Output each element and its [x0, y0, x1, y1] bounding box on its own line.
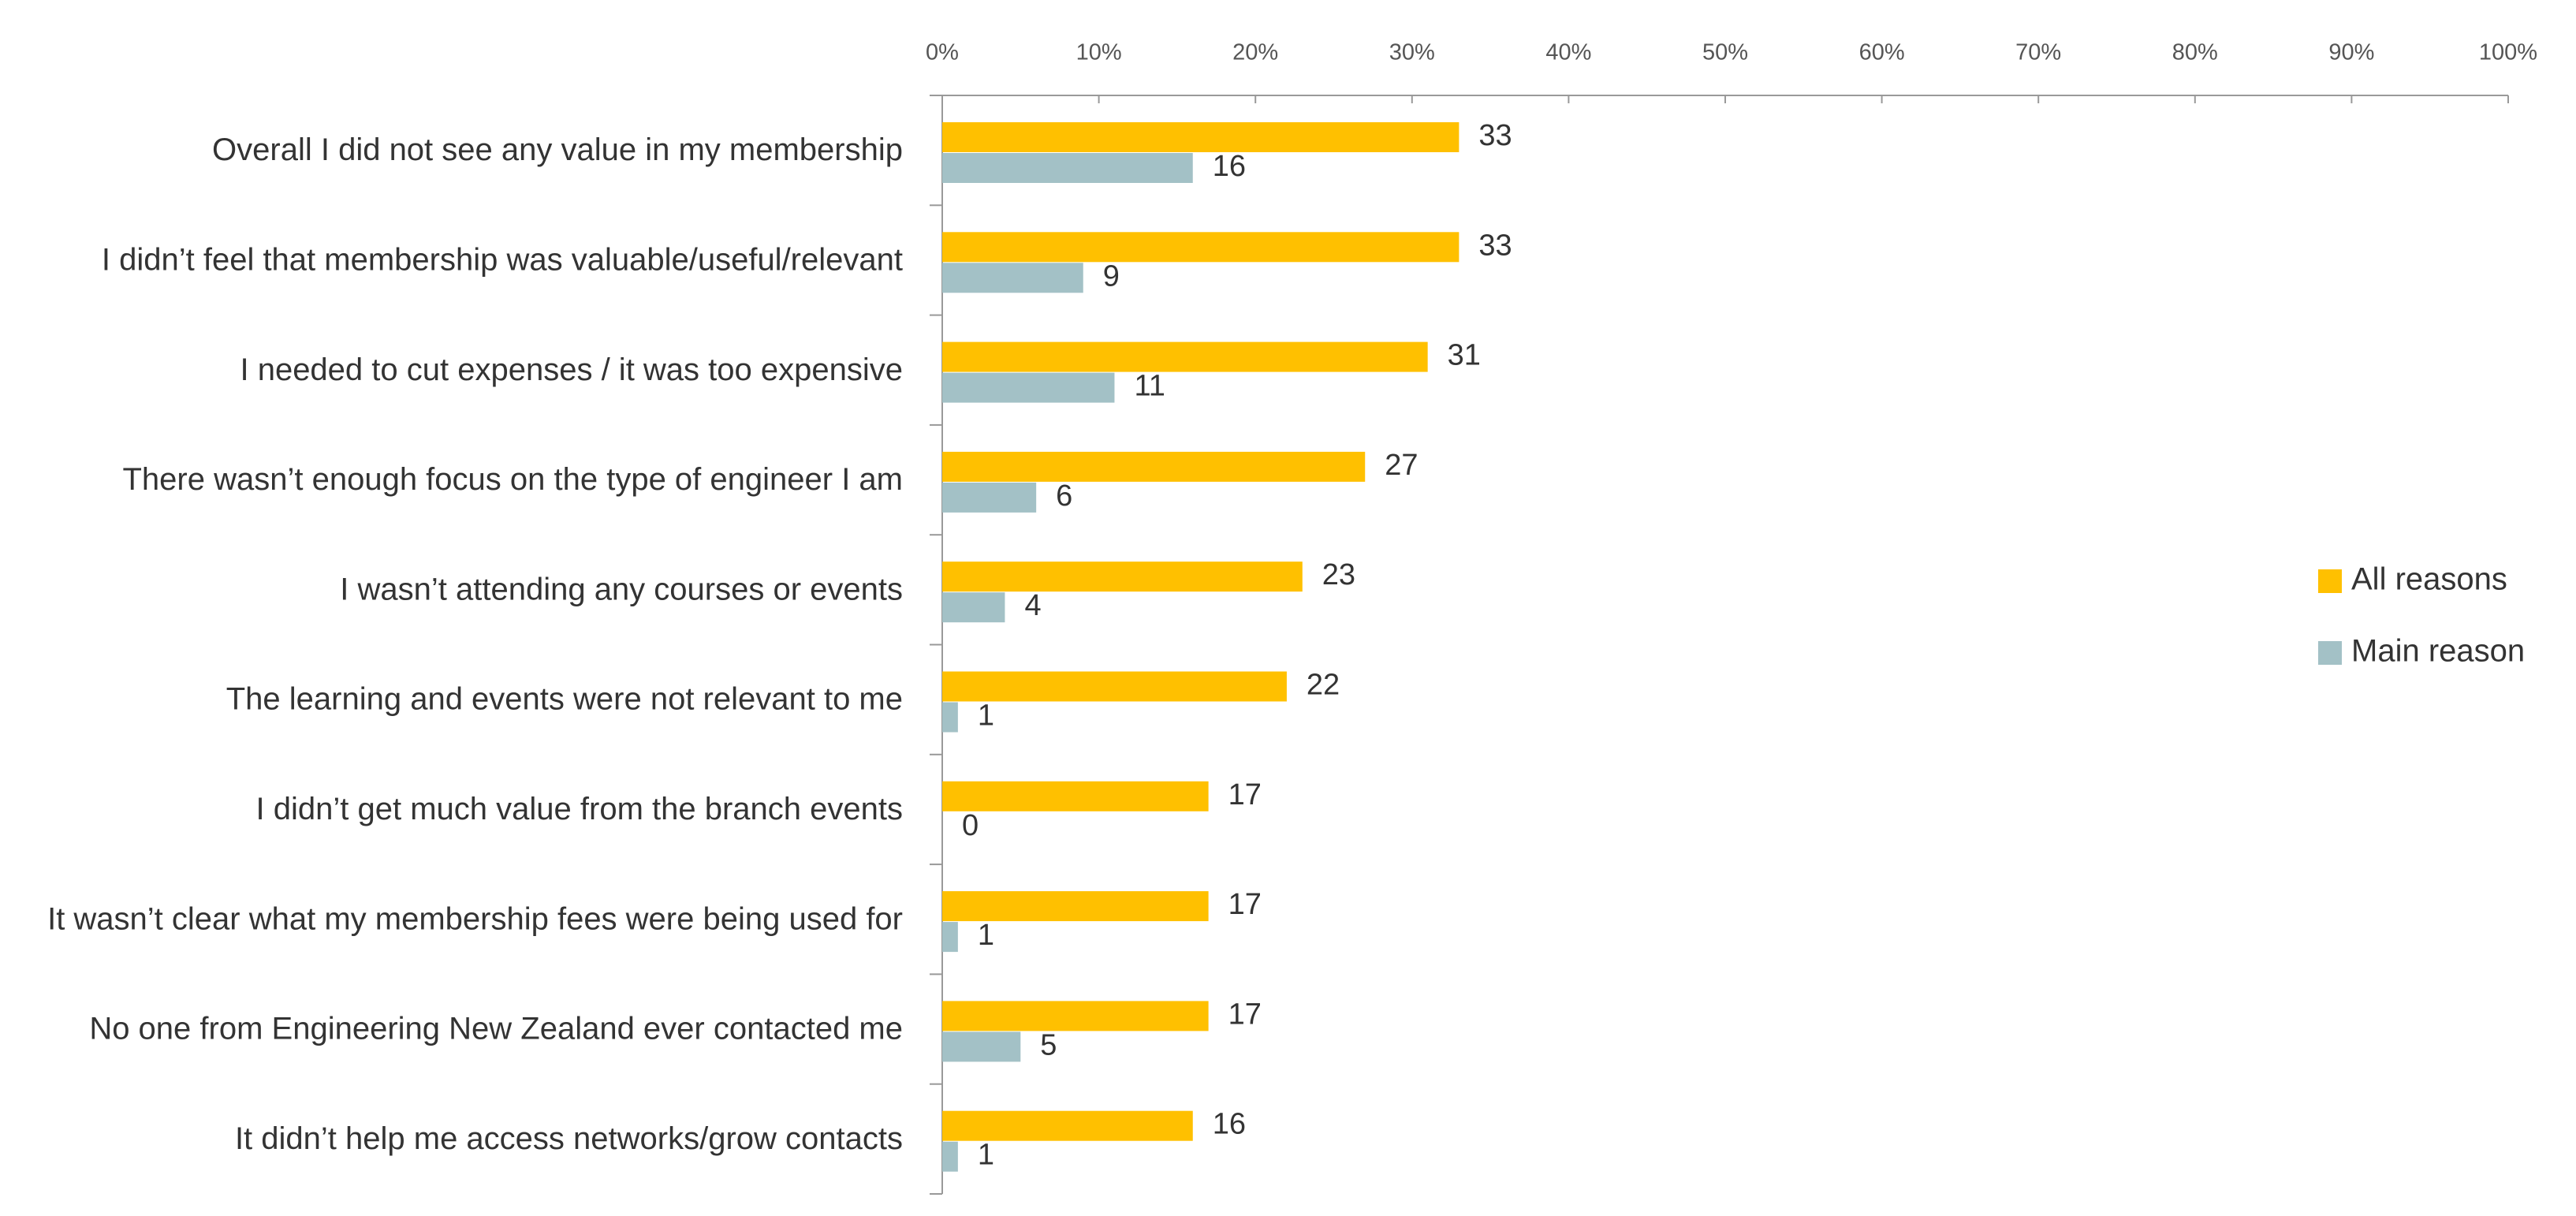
category-label: I wasn’t attending any courses or events: [340, 572, 903, 606]
x-tick-label: 0%: [926, 40, 959, 65]
bar: [942, 592, 1005, 623]
x-tick-label: 40%: [1545, 40, 1591, 65]
value-label: 17: [1228, 778, 1262, 811]
bar: [942, 122, 1459, 152]
legend-swatch: [2318, 641, 2342, 665]
value-label: 33: [1478, 119, 1512, 152]
x-tick-label: 100%: [2479, 40, 2537, 65]
x-tick-label: 60%: [1859, 40, 1905, 65]
bar: [942, 153, 1193, 183]
category-label: No one from Engineering New Zealand ever…: [89, 1012, 903, 1046]
value-label: 1: [978, 699, 994, 733]
bar: [942, 922, 958, 953]
bar: [942, 1141, 958, 1172]
value-label: 22: [1307, 669, 1340, 702]
bar: [942, 561, 1303, 592]
value-label: 33: [1478, 229, 1512, 262]
value-label: 5: [1040, 1028, 1057, 1061]
category-label: It didn’t help me access networks/grow c…: [235, 1121, 903, 1156]
value-label: 17: [1228, 998, 1262, 1031]
category-label: I didn’t feel that membership was valuab…: [102, 243, 903, 278]
x-tick-label: 20%: [1232, 40, 1278, 65]
value-label: 1: [978, 919, 994, 952]
category-label: I didn’t get much value from the branch …: [256, 792, 903, 826]
value-label: 16: [1213, 150, 1246, 183]
value-label: 23: [1322, 558, 1355, 591]
value-label: 17: [1228, 888, 1262, 921]
category-label: I needed to cut expenses / it was too ex…: [240, 352, 903, 387]
bar: [942, 341, 1428, 372]
x-tick-label: 80%: [2172, 40, 2218, 65]
x-tick-label: 10%: [1076, 40, 1122, 65]
bar: [942, 372, 1115, 403]
value-label: 9: [1103, 259, 1120, 293]
category-label: Overall I did not see any value in my me…: [212, 132, 903, 167]
category-label: There wasn’t enough focus on the type of…: [122, 462, 903, 497]
x-tick-label: 50%: [1702, 40, 1748, 65]
value-label: 6: [1056, 479, 1072, 513]
value-label: 0: [962, 809, 979, 842]
bar: [942, 671, 1287, 702]
bar: [942, 1110, 1193, 1141]
value-label: 1: [978, 1139, 994, 1172]
category-label: It wasn’t clear what my membership fees …: [47, 901, 903, 936]
value-label: 27: [1385, 449, 1418, 482]
x-tick-label: 90%: [2328, 40, 2374, 65]
legend-swatch: [2318, 569, 2342, 593]
bar: [942, 891, 1209, 922]
value-label: 31: [1448, 339, 1481, 372]
bar: [942, 263, 1083, 293]
value-label: 16: [1213, 1108, 1246, 1141]
legend-label: All reasons: [2351, 562, 2507, 597]
bar: [942, 1031, 1021, 1062]
legend-label: Main reason: [2351, 634, 2525, 669]
bar: [942, 702, 958, 733]
bar: [942, 781, 1209, 811]
x-tick-label: 30%: [1389, 40, 1435, 65]
bar: [942, 451, 1366, 482]
value-label: 4: [1024, 589, 1041, 622]
category-label: The learning and events were not relevan…: [226, 682, 903, 717]
x-tick-label: 70%: [2015, 40, 2061, 65]
bar: [942, 232, 1459, 263]
bar: [942, 482, 1037, 513]
bar: [942, 1001, 1209, 1031]
value-label: 11: [1134, 370, 1165, 403]
